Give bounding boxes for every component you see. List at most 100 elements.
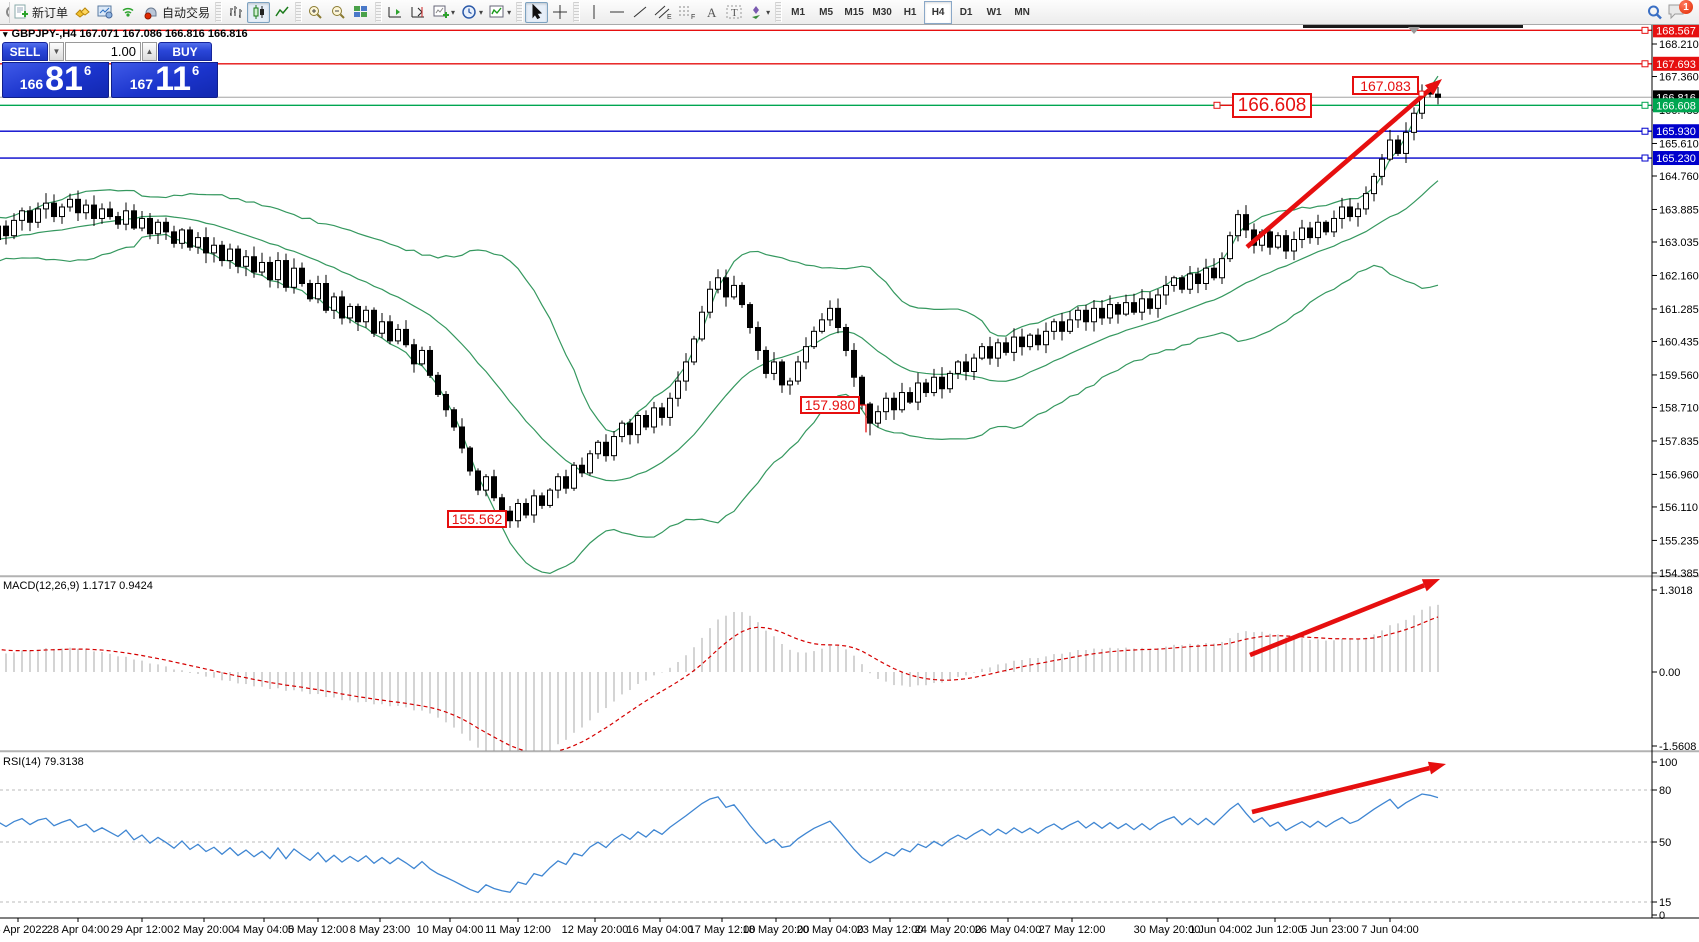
rsi-label: RSI(14) 79.3138 (3, 756, 84, 768)
timeframe-w1-button[interactable]: W1 (986, 6, 1002, 18)
candlestick-mode-button[interactable] (247, 1, 271, 23)
svg-text:20 May 04:00: 20 May 04:00 (797, 924, 864, 936)
equidistant-channel-tool-button[interactable]: E (651, 2, 675, 23)
svg-text:T: T (731, 7, 738, 19)
window-collapse-icon: ▾ (3, 28, 8, 39)
svg-text:F: F (691, 14, 695, 20)
svg-text:156.960: 156.960 (1659, 469, 1699, 481)
crosshair-tool-button[interactable] (548, 2, 571, 23)
timeframe-d1-button[interactable]: D1 (959, 6, 973, 18)
sell-price-display[interactable]: 166 81 6 (2, 62, 109, 98)
gold-symbol-button[interactable] (71, 2, 94, 23)
arrows-tool-button[interactable]: ▾ (745, 2, 773, 23)
svg-text:100: 100 (1659, 757, 1677, 769)
zoom-out-button[interactable] (327, 2, 350, 23)
price-callout-167083[interactable]: 167.083 (1352, 76, 1419, 95)
price-callout-157980[interactable]: 157.980 (800, 396, 860, 414)
chart-shift-icon (411, 7, 425, 18)
vertical-line-icon (593, 5, 595, 19)
one-click-trading-panel: SELL ▼ ▲ BUY 166 81 6 167 11 6 (2, 42, 218, 98)
toolbar-separator (775, 2, 783, 22)
svg-text:165.930: 165.930 (1656, 126, 1696, 138)
signals-button[interactable] (117, 2, 140, 23)
svg-text:1 Jun 04:00: 1 Jun 04:00 (1189, 924, 1247, 936)
fibonacci-icon: F (679, 6, 695, 20)
gold-icon (75, 7, 90, 18)
timeframe-m15-button[interactable]: M15 (844, 6, 864, 18)
buy-price-display[interactable]: 167 11 6 (111, 62, 218, 98)
volume-input[interactable] (65, 42, 141, 61)
toolbar-separator (295, 2, 303, 22)
clipped-toolbar-icon (2, 1, 10, 23)
svg-text:-1.5608: -1.5608 (1659, 741, 1696, 753)
trendline-tool-button[interactable] (628, 2, 651, 23)
channel-icon: E (654, 5, 672, 20)
svg-text:2 May 20:00: 2 May 20:00 (174, 924, 235, 936)
timeframe-m30-button[interactable]: M30 (872, 6, 892, 18)
auto-scroll-button[interactable] (384, 2, 407, 23)
timeframe-m5-button[interactable]: M5 (819, 6, 834, 18)
toolbar: 新订单 自动交易 (0, 0, 1699, 25)
shapes-icon (752, 6, 761, 19)
timeframe-h4-button[interactable]: H4 (924, 0, 953, 24)
tile-windows-button[interactable] (350, 2, 373, 23)
volume-decrease-button[interactable]: ▼ (49, 42, 64, 61)
svg-text:18 May 20:00: 18 May 20:00 (743, 924, 810, 936)
new-order-label: 新订单 (32, 5, 69, 20)
autotrading-button[interactable]: 自动交易 (140, 2, 213, 23)
sell-button[interactable]: SELL (2, 42, 48, 61)
fibonacci-tool-button[interactable]: F (675, 2, 699, 23)
chevron-down-icon: ▾ (507, 7, 512, 17)
line-chart-mode-button[interactable] (270, 2, 293, 23)
svg-text:168.567: 168.567 (1656, 25, 1696, 37)
chart-shift-button[interactable] (407, 2, 430, 23)
market-watch-button[interactable] (94, 2, 117, 23)
auto-scroll-icon (388, 7, 402, 18)
cursor-tool-button[interactable] (525, 1, 549, 23)
bar-chart-mode-button[interactable] (224, 2, 247, 23)
chevron-down-icon: ▾ (479, 7, 484, 17)
timeframe-h1-button[interactable]: H1 (903, 6, 917, 18)
notifications-button[interactable]: 1 (1667, 0, 1693, 22)
chart-canvas[interactable]: 168.210167.360166.485165.610164.760163.8… (0, 25, 1699, 942)
svg-text:168.210: 168.210 (1659, 39, 1699, 51)
text-tool-button[interactable]: A (699, 2, 722, 23)
signal-icon (122, 7, 134, 17)
price-callout-166608[interactable]: 166.608 (1232, 93, 1312, 118)
svg-text:158.710: 158.710 (1659, 402, 1699, 414)
new-order-button[interactable]: 新订单 (10, 2, 71, 23)
text-label-tool-button[interactable]: T (722, 2, 745, 23)
macd-label: MACD(12,26,9) 1.1717 0.9424 (3, 580, 153, 592)
horizontal-line-tool-button[interactable] (605, 2, 628, 23)
svg-text:156.110: 156.110 (1659, 502, 1698, 514)
chart-window[interactable]: 168.210167.360166.485165.610164.760163.8… (0, 25, 1699, 942)
svg-text:26 May 04:00: 26 May 04:00 (975, 924, 1042, 936)
svg-text:50: 50 (1659, 837, 1671, 849)
svg-text:29 Apr 12:00: 29 Apr 12:00 (111, 924, 173, 936)
period-clock-button[interactable]: ▾ (458, 2, 486, 23)
svg-text:10 May 04:00: 10 May 04:00 (417, 924, 484, 936)
svg-text:155.235: 155.235 (1659, 535, 1699, 547)
sell-price-point: 6 (83, 63, 92, 78)
new-chart-button[interactable]: ▾ (430, 2, 458, 23)
svg-text:163.885: 163.885 (1659, 204, 1699, 216)
zoom-in-button[interactable] (304, 2, 327, 23)
buy-price-pips: 11 (155, 60, 192, 99)
vertical-line-tool-button[interactable] (582, 2, 605, 23)
svg-text:A: A (707, 5, 717, 20)
svg-text:157.835: 157.835 (1659, 436, 1699, 448)
search-icon (1648, 5, 1662, 19)
timeframe-m1-button[interactable]: M1 (791, 6, 806, 18)
buy-button[interactable]: BUY (158, 42, 212, 61)
svg-text:24 May 20:00: 24 May 20:00 (915, 924, 982, 936)
timeframe-mn-button[interactable]: MN (1014, 6, 1030, 18)
svg-text:16 May 04:00: 16 May 04:00 (627, 924, 694, 936)
volume-increase-button[interactable]: ▲ (142, 42, 157, 61)
zoom-out-icon (332, 6, 345, 19)
autotrading-label: 自动交易 (162, 5, 211, 20)
search-button[interactable] (1643, 2, 1667, 23)
svg-text:165.230: 165.230 (1656, 153, 1696, 165)
indicators-button[interactable]: ▾ (486, 2, 514, 23)
svg-text:164.760: 164.760 (1659, 171, 1699, 183)
price-callout-155562[interactable]: 155.562 (447, 510, 507, 528)
